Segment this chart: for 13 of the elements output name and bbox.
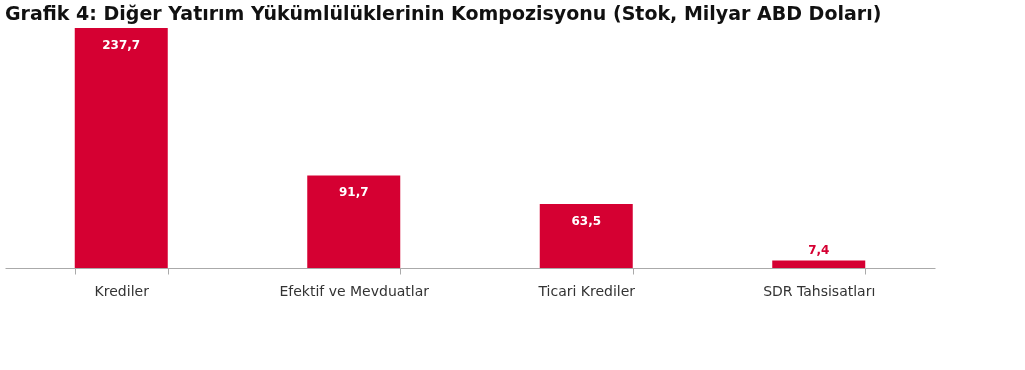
bar — [74, 28, 168, 268]
data-label: 237,7 — [102, 38, 141, 52]
bar — [772, 260, 866, 268]
data-label: 63,5 — [571, 213, 602, 228]
data-label: 91,7 — [338, 185, 369, 200]
data-label: 7,4 — [808, 242, 830, 257]
chart-title: Grafik 4: Diğer Yatırım Yükümlülüklerinin Kompozisyonu (Stok, Milyar ABD Doları) — [5, 2, 882, 24]
x-tick-label: Efektif ve Mevduatlar — [279, 282, 430, 299]
bar — [539, 203, 633, 268]
x-tick-label: Ticari Krediler — [537, 282, 636, 299]
x-tick-label: Krediler — [94, 282, 150, 299]
bar — [307, 175, 401, 268]
x-tick-label: SDR Tahsisatları — [763, 282, 876, 299]
